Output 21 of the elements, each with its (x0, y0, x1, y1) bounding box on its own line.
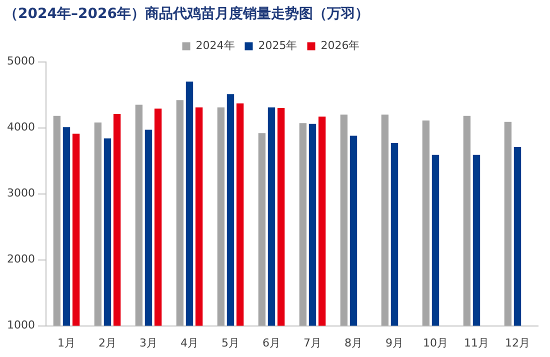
x-tick-label: 2月 (98, 336, 116, 350)
chart-title: （2024年–2026年）商品代鸡苗月度销量走势图（万羽） (4, 5, 369, 22)
x-tick-label: 1月 (57, 336, 76, 350)
y-tick-label: 5000 (6, 54, 35, 68)
legend-label: 2025年 (258, 39, 298, 52)
x-tick-label: 3月 (139, 336, 158, 350)
x-tick-label: 4月 (180, 336, 198, 350)
x-tick-label: 9月 (386, 336, 404, 350)
y-tick-label: 4000 (6, 120, 35, 134)
y-tick-label: 1000 (6, 318, 35, 332)
y-tick-label: 3000 (6, 186, 35, 200)
legend-label: 2024年 (196, 39, 235, 52)
x-tick-label: 6月 (262, 336, 280, 350)
x-tick-label: 7月 (303, 336, 322, 350)
x-tick-label: 12月 (505, 336, 530, 350)
x-tick-label: 10月 (423, 336, 448, 350)
x-tick-label: 8月 (344, 336, 362, 350)
x-tick-label: 11月 (464, 336, 489, 350)
y-tick-label: 2000 (6, 252, 35, 266)
legend-label: 2026年 (320, 39, 360, 52)
x-tick-label: 5月 (221, 336, 240, 350)
